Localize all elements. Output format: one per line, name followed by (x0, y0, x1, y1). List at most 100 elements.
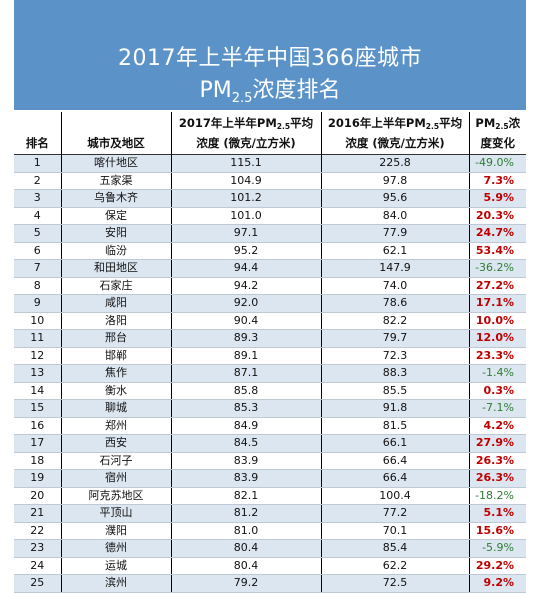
value-2017-cell: 85.8 (171, 382, 322, 400)
value-2017-cell: 101.2 (171, 189, 322, 208)
city-cell: 郑州 (61, 417, 172, 435)
city-cell: 乌鲁木齐 (61, 189, 172, 208)
header-2017-suffix: 平均 (290, 115, 314, 130)
rank-cell: 3 (14, 189, 62, 208)
value-2017-cell: 115.1 (171, 154, 322, 173)
rank-cell: 13 (14, 364, 62, 383)
city-cell: 邢台 (61, 329, 172, 348)
value-2016-cell: 84.0 (321, 207, 470, 225)
value-2017-cell: 81.2 (171, 504, 322, 523)
rank-cell: 19 (14, 469, 62, 488)
city-cell: 聊城 (61, 399, 172, 418)
value-2016-cell: 70.1 (321, 522, 470, 540)
value-2016-cell: 91.8 (321, 399, 470, 418)
city-cell: 衡水 (61, 382, 172, 400)
city-cell: 平顶山 (61, 504, 172, 523)
value-2017-cell: 94.2 (171, 277, 322, 295)
rank-cell: 17 (14, 434, 62, 453)
value-2016-cell: 62.1 (321, 242, 470, 260)
city-cell: 阿克苏地区 (61, 487, 172, 505)
city-cell: 洛阳 (61, 312, 172, 330)
table-row: 16 郑州 84.9 81.5 4.2% (14, 417, 526, 435)
subtitle-suffix: 浓度排名 (252, 78, 341, 103)
table-row: 11 邢台 89.3 79.7 12.0% (14, 329, 526, 348)
header-2016-unit: 浓度 (微克/立方米) (345, 135, 445, 150)
change-cell: 0.3% (469, 382, 526, 400)
city-cell: 焦作 (61, 364, 172, 383)
city-cell: 运城 (61, 557, 172, 575)
city-cell: 滨州 (61, 574, 172, 593)
header-change-line2: 度变化 (480, 135, 516, 150)
subtitle-prefix: PM (199, 78, 232, 103)
change-cell: 5.9% (469, 189, 526, 208)
table-row: 22 濮阳 81.0 70.1 15.6% (14, 522, 526, 540)
change-cell: 5.1% (469, 504, 526, 523)
header-2016-subscript: 2.5 (425, 121, 440, 131)
table-row: 3 乌鲁木齐 101.2 95.6 5.9% (14, 189, 526, 208)
table-body: 1 喀什地区 115.1 225.8 -49.0% 2 五家渠 104.9 97.8 7.3% 3 乌… (14, 154, 526, 593)
value-2017-cell: 84.9 (171, 417, 322, 435)
rank-cell: 22 (14, 522, 62, 540)
change-cell: 53.4% (469, 242, 526, 260)
rank-cell: 20 (14, 487, 62, 505)
page-subtitle: PM2.5浓度排名 (14, 78, 526, 112)
value-2017-cell: 83.9 (171, 469, 322, 488)
city-cell: 西安 (61, 434, 172, 453)
value-2016-cell: 74.0 (321, 277, 470, 295)
change-cell: 10.0% (469, 312, 526, 330)
value-2016-cell: 147.9 (321, 259, 470, 278)
change-cell: -5.9% (469, 539, 526, 558)
change-cell: 27.2% (469, 277, 526, 295)
city-cell: 安阳 (61, 224, 172, 243)
rank-cell: 8 (14, 277, 62, 295)
city-cell: 咸阳 (61, 294, 172, 313)
value-2017-cell: 80.4 (171, 539, 322, 558)
change-cell: -1.4% (469, 364, 526, 383)
city-cell: 五家渠 (61, 172, 172, 190)
rank-cell: 9 (14, 294, 62, 313)
change-cell: 27.9% (469, 434, 526, 453)
change-cell: 29.2% (469, 557, 526, 575)
table-row: 9 咸阳 92.0 78.6 17.1% (14, 294, 526, 313)
rank-cell: 16 (14, 417, 62, 435)
value-2016-cell: 97.8 (321, 172, 470, 190)
value-2016-cell: 66.1 (321, 434, 470, 453)
city-cell: 邯郸 (61, 347, 172, 365)
value-2017-cell: 104.9 (171, 172, 322, 190)
change-cell: 26.3% (469, 452, 526, 470)
value-2016-cell: 100.4 (321, 487, 470, 505)
table-row: 14 衡水 85.8 85.5 0.3% (14, 382, 526, 400)
city-cell: 德州 (61, 539, 172, 558)
header-change-subscript: 2.5 (495, 121, 509, 131)
header-city: 城市及地区 (61, 112, 172, 155)
ranking-table: 排名 城市及地区 2017年上半年PM2.5平均 浓度 (微克/立方米) 2016… (14, 112, 526, 593)
value-2017-cell: 81.0 (171, 522, 322, 540)
value-2017-cell: 80.4 (171, 557, 322, 575)
value-2016-cell: 88.3 (321, 364, 470, 383)
header-city-label: 城市及地区 (87, 136, 145, 150)
rank-cell: 7 (14, 259, 62, 278)
value-2016-cell: 62.2 (321, 557, 470, 575)
table-row: 5 安阳 97.1 77.9 24.7% (14, 224, 526, 243)
change-cell: -18.2% (469, 487, 526, 505)
change-cell: -7.1% (469, 399, 526, 418)
value-2016-cell: 72.3 (321, 347, 470, 365)
value-2017-cell: 82.1 (171, 487, 322, 505)
change-cell: 17.1% (469, 294, 526, 313)
value-2017-cell: 84.5 (171, 434, 322, 453)
header-2017-prefix: 2017年上半年PM (178, 115, 277, 130)
city-cell: 喀什地区 (61, 154, 172, 173)
value-2016-cell: 77.9 (321, 224, 470, 243)
city-cell: 石河子 (61, 452, 172, 470)
value-2017-cell: 83.9 (171, 452, 322, 470)
city-cell: 保定 (61, 207, 172, 225)
value-2016-cell: 78.6 (321, 294, 470, 313)
city-cell: 濮阳 (61, 522, 172, 540)
change-cell: 7.3% (469, 172, 526, 190)
table-row: 21 平顶山 81.2 77.2 5.1% (14, 504, 526, 523)
table-row: 7 和田地区 94.4 147.9 -36.2% (14, 259, 526, 278)
table-row: 13 焦作 87.1 88.3 -1.4% (14, 364, 526, 383)
value-2017-cell: 87.1 (171, 364, 322, 383)
table-row: 4 保定 101.0 84.0 20.3% (14, 207, 526, 225)
